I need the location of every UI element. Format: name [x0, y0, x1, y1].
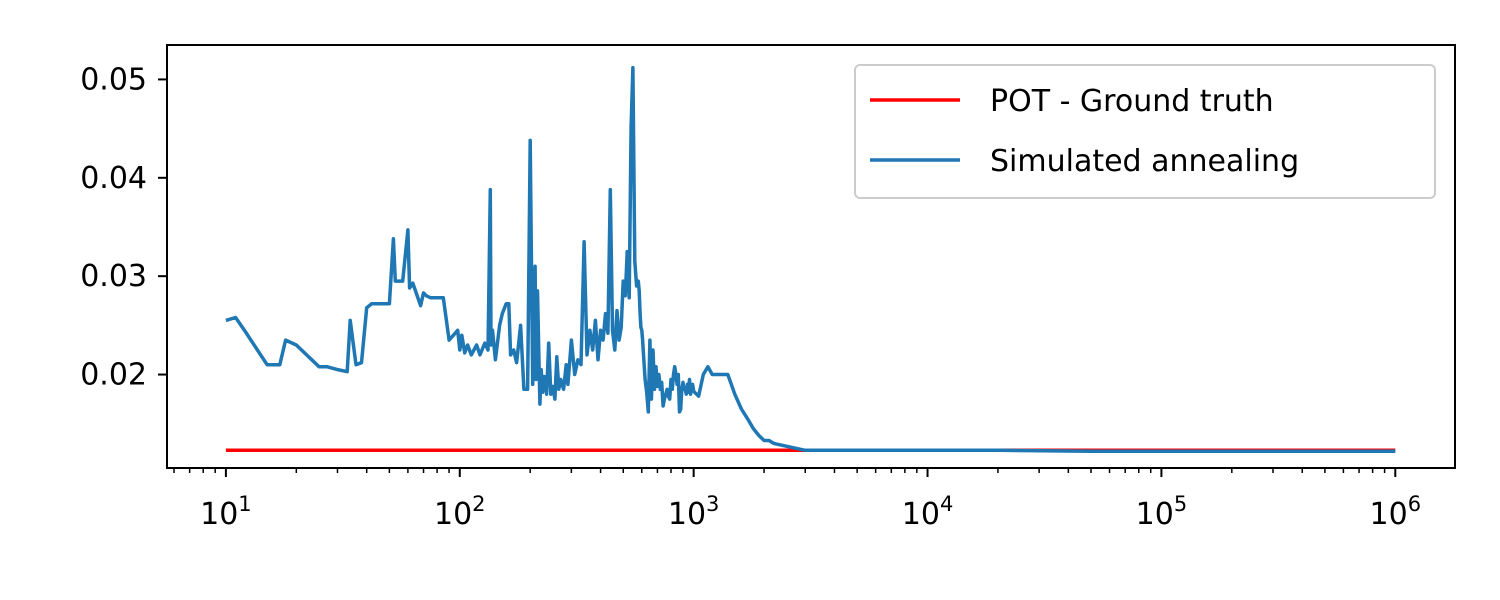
x-tick-label-exponent: 4 — [940, 492, 953, 516]
y-tick-label: 0.02 — [80, 358, 147, 393]
x-tick-label-exponent: 3 — [706, 492, 719, 516]
x-tick-label-base: 10 — [1370, 497, 1408, 532]
y-tick-label: 0.05 — [80, 62, 147, 97]
series-line-simulated-annealing — [225, 65, 1396, 454]
x-tick-label: 103 — [668, 492, 720, 532]
x-tick-label: 102 — [434, 492, 486, 532]
x-tick-label-exponent: 6 — [1408, 492, 1421, 516]
x-tick-label-base: 10 — [902, 497, 940, 532]
legend-label-ground-truth: POT - Ground truth — [990, 84, 1274, 119]
x-axis-ticks: 101 102 103 104 105 106 — [173, 468, 1422, 532]
x-tick-label: 101 — [200, 492, 252, 532]
x-tick-label-exponent: 5 — [1174, 492, 1187, 516]
y-tick-label: 0.04 — [80, 161, 147, 196]
y-tick-label: 0.03 — [80, 259, 147, 294]
x-tick-label-base: 10 — [200, 497, 238, 532]
x-tick-label-base: 10 — [668, 497, 706, 532]
plot-series — [225, 65, 1396, 454]
y-axis-ticks: 0.02 0.03 0.04 0.05 — [80, 62, 167, 393]
x-tick-label: 104 — [902, 492, 954, 532]
x-tick-label-base: 10 — [1136, 497, 1174, 532]
legend-label-simulated-annealing: Simulated annealing — [990, 144, 1299, 179]
legend-box — [854, 64, 1436, 199]
x-tick-label: 106 — [1370, 492, 1422, 532]
x-tick-label-base: 10 — [434, 497, 472, 532]
plot-frame — [166, 44, 1456, 469]
legend: POT - Ground truth Simulated annealing — [854, 64, 1436, 199]
x-tick-label: 105 — [1136, 492, 1188, 532]
x-tick-label-exponent: 1 — [238, 492, 251, 516]
x-tick-label-exponent: 2 — [472, 492, 485, 516]
